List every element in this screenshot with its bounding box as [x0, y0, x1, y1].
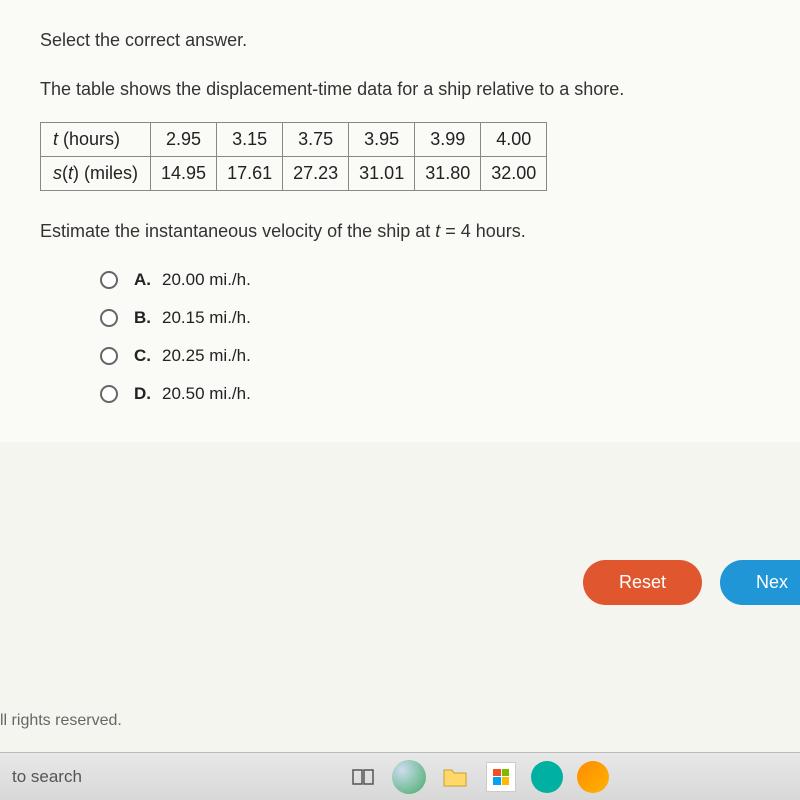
app-icon[interactable]: [528, 758, 566, 796]
option-text: 20.25 mi./h.: [162, 346, 251, 366]
cell: 27.23: [283, 157, 349, 191]
taskview-icon[interactable]: [344, 758, 382, 796]
options-group: A. 20.00 mi./h. B. 20.15 mi./h. C. 20.25…: [40, 270, 760, 404]
option-a[interactable]: A. 20.00 mi./h.: [100, 270, 760, 290]
radio-icon[interactable]: [100, 347, 118, 365]
option-d[interactable]: D. 20.50 mi./h.: [100, 384, 760, 404]
option-letter: D.: [134, 384, 162, 404]
table-row: s(t) (miles) 14.95 17.61 27.23 31.01 31.…: [41, 157, 547, 191]
radio-icon[interactable]: [100, 385, 118, 403]
table-row: t (hours) 2.95 3.15 3.75 3.95 3.99 4.00: [41, 123, 547, 157]
app-icon[interactable]: [574, 758, 612, 796]
cell: 32.00: [481, 157, 547, 191]
store-icon[interactable]: [482, 758, 520, 796]
sub-question: Estimate the instantaneous velocity of t…: [40, 221, 760, 242]
option-letter: B.: [134, 308, 162, 328]
cell: 4.00: [481, 123, 547, 157]
option-b[interactable]: B. 20.15 mi./h.: [100, 308, 760, 328]
folder-icon[interactable]: [436, 758, 474, 796]
rights-text: ll rights reserved.: [0, 704, 800, 752]
option-c[interactable]: C. 20.25 mi./h.: [100, 346, 760, 366]
option-letter: C.: [134, 346, 162, 366]
radio-icon[interactable]: [100, 309, 118, 327]
cell: 3.75: [283, 123, 349, 157]
action-buttons: Reset Nex: [583, 560, 800, 605]
browser-icon[interactable]: [390, 758, 428, 796]
cell: 3.95: [349, 123, 415, 157]
cell: 3.99: [415, 123, 481, 157]
cell: 3.15: [217, 123, 283, 157]
taskbar: to search: [0, 752, 800, 800]
radio-icon[interactable]: [100, 271, 118, 289]
reset-button[interactable]: Reset: [583, 560, 702, 605]
question-intro: The table shows the displacement-time da…: [40, 79, 760, 100]
taskbar-search[interactable]: to search: [8, 767, 268, 787]
row-header-st: s(t) (miles): [41, 157, 151, 191]
instruction-text: Select the correct answer.: [40, 30, 760, 51]
next-button[interactable]: Nex: [720, 560, 800, 605]
row-header-t: t (hours): [41, 123, 151, 157]
data-table: t (hours) 2.95 3.15 3.75 3.95 3.99 4.00 …: [40, 122, 547, 191]
option-text: 20.00 mi./h.: [162, 270, 251, 290]
cell: 31.80: [415, 157, 481, 191]
option-letter: A.: [134, 270, 162, 290]
option-text: 20.15 mi./h.: [162, 308, 251, 328]
cell: 31.01: [349, 157, 415, 191]
cell: 2.95: [151, 123, 217, 157]
cell: 14.95: [151, 157, 217, 191]
cell: 17.61: [217, 157, 283, 191]
option-text: 20.50 mi./h.: [162, 384, 251, 404]
page-footer: ll rights reserved. to search: [0, 704, 800, 800]
